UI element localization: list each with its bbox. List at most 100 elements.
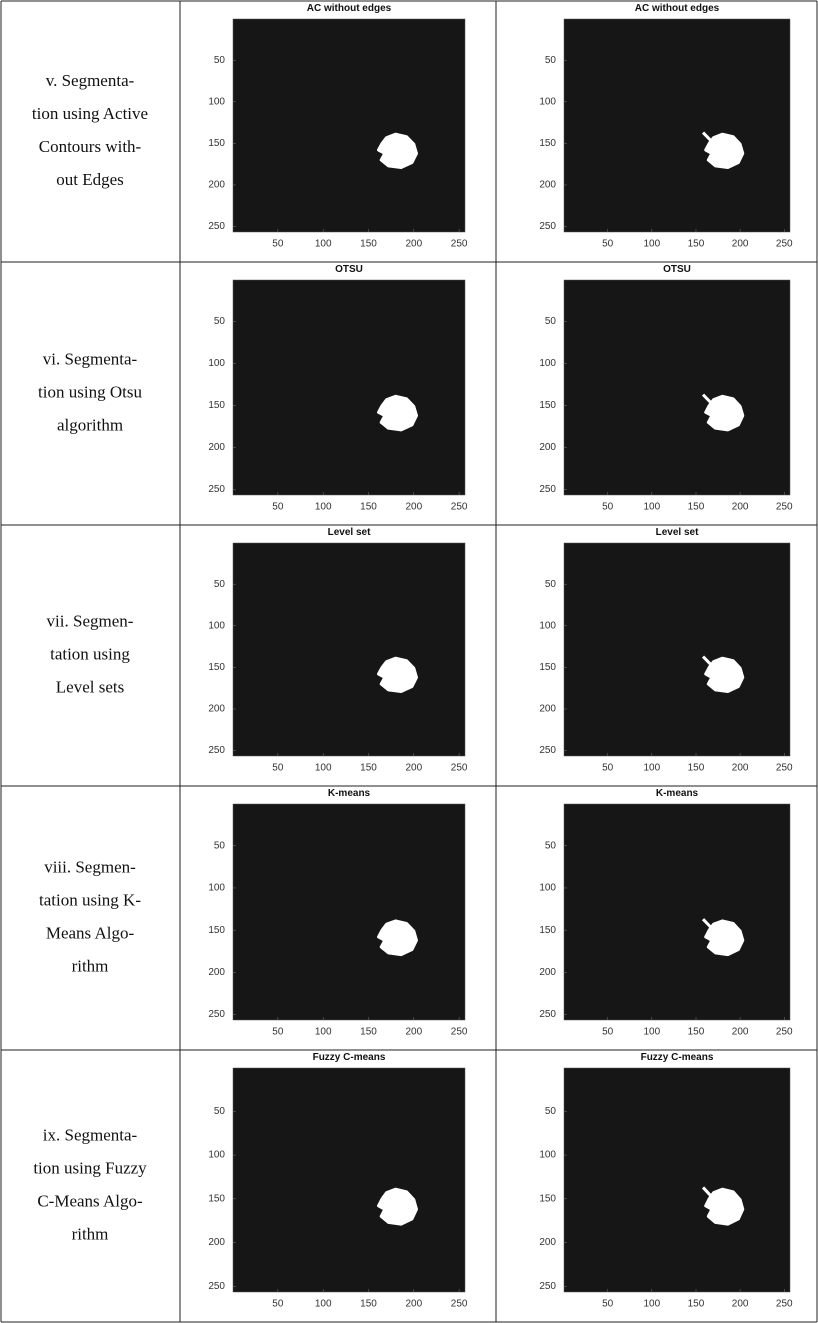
y-tick-label: 50 bbox=[214, 840, 226, 851]
y-tick-label: 250 bbox=[539, 1009, 556, 1020]
plot-title: AC without edges bbox=[307, 3, 392, 14]
plot-title: Fuzzy C-means bbox=[313, 1052, 386, 1063]
x-tick-label: 50 bbox=[602, 1299, 614, 1310]
x-tick-label: 200 bbox=[405, 1027, 422, 1038]
x-tick-label: 200 bbox=[732, 502, 749, 513]
plot-title: Level set bbox=[328, 527, 371, 538]
y-tick-label: 150 bbox=[208, 925, 225, 936]
x-tick-label: 250 bbox=[776, 239, 793, 250]
plot-title: AC without edges bbox=[635, 3, 720, 14]
y-tick-label: 200 bbox=[208, 704, 225, 715]
row-label: tion using Fuzzy bbox=[33, 1158, 147, 1177]
y-tick-label: 250 bbox=[539, 484, 556, 495]
x-tick-label: 50 bbox=[272, 1299, 284, 1310]
row-label: rithm bbox=[72, 956, 109, 975]
x-tick-label: 200 bbox=[732, 1299, 749, 1310]
x-tick-label: 50 bbox=[602, 502, 614, 513]
x-tick-label: 250 bbox=[776, 763, 793, 774]
x-tick-label: 150 bbox=[360, 1299, 377, 1310]
x-tick-label: 200 bbox=[732, 239, 749, 250]
x-tick-label: 100 bbox=[315, 1027, 332, 1038]
x-tick-label: 50 bbox=[602, 239, 614, 250]
x-tick-label: 100 bbox=[315, 239, 332, 250]
plot-title: Level set bbox=[656, 527, 699, 538]
image-area bbox=[564, 1068, 790, 1292]
plot-title: K-means bbox=[656, 788, 699, 799]
x-tick-label: 200 bbox=[732, 763, 749, 774]
image-area bbox=[564, 804, 790, 1020]
y-tick-label: 100 bbox=[208, 883, 225, 894]
y-tick-label: 100 bbox=[539, 1150, 556, 1161]
y-tick-label: 100 bbox=[208, 1150, 225, 1161]
x-tick-label: 250 bbox=[451, 1299, 468, 1310]
x-tick-label: 150 bbox=[360, 239, 377, 250]
y-tick-label: 200 bbox=[539, 180, 556, 191]
x-tick-label: 250 bbox=[451, 763, 468, 774]
y-tick-label: 250 bbox=[208, 221, 225, 232]
plot-title: Fuzzy C-means bbox=[641, 1052, 714, 1063]
image-area bbox=[564, 543, 790, 756]
image-area bbox=[233, 1068, 465, 1292]
y-tick-label: 150 bbox=[539, 925, 556, 936]
x-tick-label: 100 bbox=[315, 502, 332, 513]
x-tick-label: 100 bbox=[643, 763, 660, 774]
x-tick-label: 200 bbox=[405, 502, 422, 513]
x-tick-label: 100 bbox=[643, 502, 660, 513]
x-tick-label: 150 bbox=[360, 763, 377, 774]
x-tick-label: 250 bbox=[451, 502, 468, 513]
y-tick-label: 50 bbox=[545, 840, 557, 851]
y-tick-label: 250 bbox=[539, 745, 556, 756]
y-tick-label: 200 bbox=[539, 967, 556, 978]
y-tick-label: 100 bbox=[539, 358, 556, 369]
image-area bbox=[564, 280, 790, 495]
x-tick-label: 200 bbox=[405, 1299, 422, 1310]
y-tick-label: 150 bbox=[208, 400, 225, 411]
row-label: Means Algo- bbox=[46, 923, 135, 942]
y-tick-label: 150 bbox=[208, 662, 225, 673]
x-tick-label: 100 bbox=[643, 239, 660, 250]
row-label: tion using Active bbox=[32, 104, 148, 123]
row-label: ix. Segmenta- bbox=[43, 1125, 138, 1144]
image-area bbox=[233, 280, 465, 495]
y-tick-label: 200 bbox=[539, 704, 556, 715]
y-tick-label: 150 bbox=[208, 138, 225, 149]
x-tick-label: 150 bbox=[688, 1299, 705, 1310]
y-tick-label: 250 bbox=[208, 1281, 225, 1292]
results-table: v. Segmenta-tion using ActiveContours wi… bbox=[0, 0, 818, 1323]
x-tick-label: 250 bbox=[451, 239, 468, 250]
y-tick-label: 100 bbox=[539, 883, 556, 894]
y-tick-label: 150 bbox=[539, 138, 556, 149]
segmented-region bbox=[379, 396, 417, 430]
y-tick-label: 100 bbox=[539, 96, 556, 107]
y-tick-label: 150 bbox=[208, 1193, 225, 1204]
y-tick-label: 50 bbox=[545, 316, 557, 327]
row-label: out Edges bbox=[56, 170, 124, 189]
x-tick-label: 150 bbox=[688, 763, 705, 774]
y-tick-label: 150 bbox=[539, 662, 556, 673]
y-tick-label: 250 bbox=[208, 1009, 225, 1020]
y-tick-label: 200 bbox=[208, 1237, 225, 1248]
x-tick-label: 100 bbox=[315, 763, 332, 774]
y-tick-label: 50 bbox=[545, 579, 557, 590]
y-tick-label: 50 bbox=[545, 1106, 557, 1117]
x-tick-label: 50 bbox=[272, 502, 284, 513]
row-label: Level sets bbox=[56, 677, 124, 696]
x-tick-label: 200 bbox=[732, 1027, 749, 1038]
segmented-region bbox=[379, 1189, 417, 1224]
image-area bbox=[233, 543, 465, 756]
image-area bbox=[233, 804, 465, 1020]
row-label: tation using K- bbox=[39, 890, 141, 909]
x-tick-label: 100 bbox=[315, 1299, 332, 1310]
row-label: C-Means Algo- bbox=[37, 1191, 143, 1210]
y-tick-label: 100 bbox=[539, 620, 556, 631]
row-label: viii. Segmen- bbox=[44, 857, 136, 876]
x-tick-label: 100 bbox=[643, 1027, 660, 1038]
y-tick-label: 200 bbox=[539, 442, 556, 453]
x-tick-label: 200 bbox=[405, 763, 422, 774]
x-tick-label: 50 bbox=[602, 763, 614, 774]
y-tick-label: 50 bbox=[214, 579, 226, 590]
page: {"rows": [ {"label": ["v. Segmenta-", "t… bbox=[0, 0, 818, 1323]
x-tick-label: 250 bbox=[776, 1027, 793, 1038]
y-tick-label: 50 bbox=[214, 316, 226, 327]
y-tick-label: 250 bbox=[539, 221, 556, 232]
